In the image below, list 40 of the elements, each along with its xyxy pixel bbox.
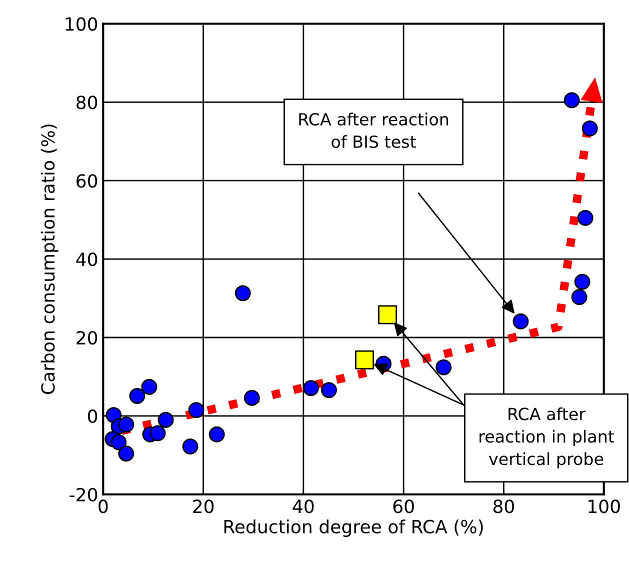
point (436, 359, 452, 376)
point (302, 380, 319, 396)
x-tick-label: 20 (193, 500, 214, 514)
y-tick-label: 0 (88, 409, 98, 424)
y-tick-label: 80 (76, 96, 98, 110)
point (574, 274, 590, 290)
point (564, 92, 580, 108)
point (571, 289, 588, 306)
y-tick-label: -20 (70, 488, 98, 502)
point (244, 390, 260, 406)
point (129, 388, 146, 404)
point (355, 350, 374, 370)
point (188, 402, 204, 418)
point (150, 425, 166, 442)
point (110, 434, 127, 450)
x-tick-label: 40 (292, 500, 314, 514)
point (234, 285, 251, 302)
x-tick-label: 0 (98, 500, 108, 514)
y-tick-label: 60 (76, 174, 98, 188)
point (378, 305, 398, 324)
point (320, 382, 337, 398)
point (118, 416, 134, 433)
x-tick-label: 60 (393, 500, 414, 514)
point (208, 426, 225, 442)
y-tick-label: 20 (76, 330, 98, 345)
point (512, 313, 529, 330)
point (577, 210, 594, 226)
annotation: RCA after reaction in plant vertical probe (480, 407, 614, 468)
point (158, 412, 174, 428)
x-axis-title: Reduction degree of RCA (%) (224, 519, 483, 537)
point (141, 378, 158, 395)
point (118, 446, 134, 462)
y-tick-label: 100 (66, 17, 98, 31)
point (582, 120, 598, 136)
y-axis-title: Carbon consumption ratio (%) (40, 124, 58, 394)
annotation: RCA after reaction of BIS test (299, 112, 448, 148)
x-tick-label: 100 (588, 500, 620, 514)
y-tick-label: 40 (76, 252, 98, 266)
point (182, 438, 198, 455)
x-tick-label: 80 (493, 500, 514, 514)
